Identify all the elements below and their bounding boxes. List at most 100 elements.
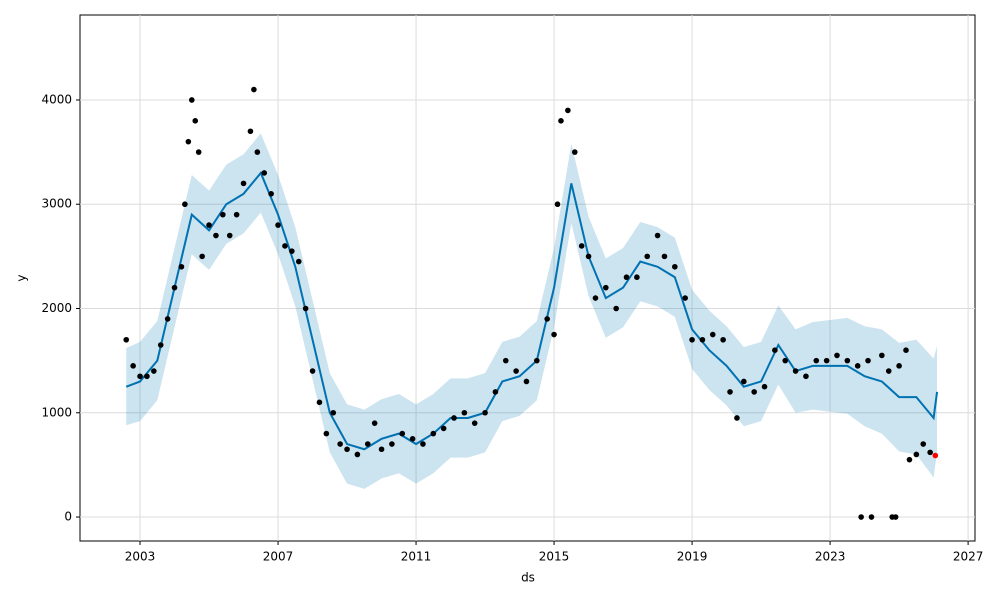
data-point [144,373,150,380]
data-point [644,253,651,260]
data-point [309,368,316,374]
data-point [585,253,592,260]
data-point [502,357,509,364]
y-tick-label: 3000 [41,197,72,211]
data-point [927,449,933,456]
data-point [275,222,281,228]
data-point [492,389,499,395]
data-point [513,368,519,374]
data-point [323,430,330,437]
data-point [213,232,219,239]
data-point [389,441,395,447]
data-point [220,211,226,218]
uncertainty-band [126,133,938,489]
data-point [164,316,171,322]
data-point [178,263,185,270]
y-tick-label: 1000 [41,405,72,419]
data-point [803,373,809,380]
data-point [592,295,599,301]
data-point [734,415,740,421]
data-point [551,331,557,338]
x-tick-label: 2015 [539,550,570,564]
data-point [295,258,302,265]
data-point [906,456,913,463]
data-point [206,222,212,228]
data-point [613,305,619,312]
x-tick-label: 2007 [263,550,294,564]
data-point [254,149,261,155]
data-point [558,118,564,124]
data-point [571,149,578,155]
x-tick-label: 2019 [677,550,708,564]
data-point [240,180,247,187]
data-point [932,452,939,459]
plot-frame [79,14,976,542]
data-point [534,357,540,364]
data-point [896,363,902,369]
data-point [709,331,716,338]
data-point [182,201,188,208]
data-point [451,415,457,421]
data-point [251,86,257,93]
data-point [371,420,378,426]
y-axis-label: y [15,274,29,281]
data-point [337,441,343,447]
data-point [913,451,920,458]
data-point [282,243,288,249]
data-point [761,383,768,390]
y-tick-label: 4000 [41,92,72,106]
data-point [578,243,585,249]
data-point [378,446,385,453]
data-point [865,357,871,364]
data-point [623,274,630,281]
data-point [544,316,550,322]
data-point [130,363,136,369]
data-point [782,357,789,364]
data-point [727,389,733,395]
data-point [661,253,668,260]
data-point [885,368,892,374]
data-point [364,441,371,447]
y-tick-label: 2000 [41,301,72,315]
data-point [868,514,875,520]
data-point [192,118,199,124]
data-point [354,451,361,458]
data-point [813,357,820,364]
data-point [523,378,530,385]
data-point [409,436,416,442]
data-point [195,149,202,155]
data-point [751,389,757,395]
x-tick-label: 2023 [815,550,846,564]
data-point [157,342,164,348]
data-point [603,284,609,291]
data-point [834,352,840,359]
data-point [823,357,830,364]
data-point [634,274,640,281]
data-point [302,305,309,312]
data-point [261,170,268,176]
data-point [471,420,478,426]
data-point [879,352,885,359]
data-point [482,409,488,416]
data-point [247,128,254,135]
data-point [330,409,337,416]
data-point [226,232,233,239]
data-point [151,368,157,374]
x-tick-label: 2027 [953,550,984,564]
y-tick-label: 0 [64,510,72,524]
data-point [233,211,240,218]
data-point [892,514,899,520]
data-point [654,232,661,239]
x-axis-label: ds [521,571,535,585]
data-point [289,248,295,254]
data-point [440,425,447,432]
data-point [903,347,909,354]
data-point [123,336,130,343]
data-point [844,357,851,364]
data-point [188,97,195,103]
data-point [920,441,927,447]
data-point [199,253,205,260]
data-point [461,409,468,416]
data-point [772,347,778,354]
